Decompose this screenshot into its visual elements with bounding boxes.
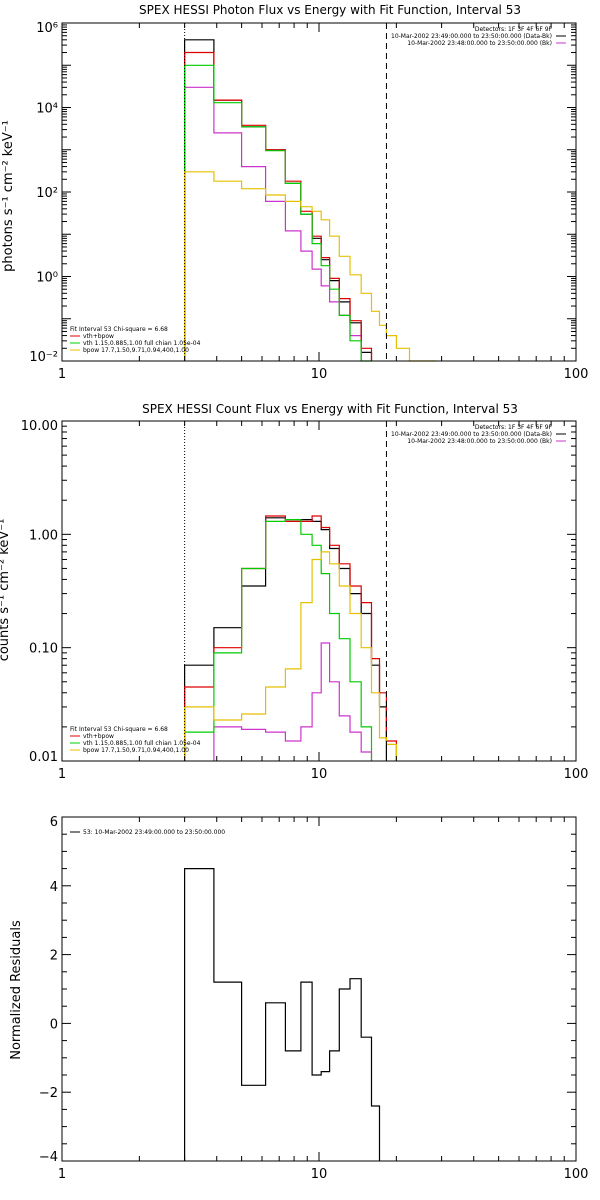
series-line-vth-bpow [184, 51, 373, 361]
series-line-vth-bpow [184, 515, 397, 761]
residuals-ylabel: Normalized Residuals [9, 920, 24, 1060]
legend-top-right-entry: 10-Mar-2002 23:49:00.000 to 23:50:00.000… [391, 33, 552, 40]
residuals-series [184, 868, 381, 1161]
y-tick-label: 0 [50, 1017, 58, 1032]
y-tick-label: 10⁰ [36, 271, 58, 286]
series-line-bk [184, 86, 362, 361]
legend-fit-entry: vth+bpow [83, 733, 114, 740]
residuals-axes-frame [61, 816, 577, 1162]
legend-fit-entry: bpow 17.7,1.50,9.71,0.94,400,1.00 [83, 347, 189, 354]
photon-flux-axes-frame [61, 22, 577, 362]
legend-fit-entry: bpow 17.7,1.50,9.71,0.94,400,1.00 [83, 747, 189, 754]
photon-flux-ylabel-group: photons s⁻¹ cm⁻² keV⁻¹ [1, 120, 16, 272]
x-tick-label: 10 [311, 1167, 328, 1182]
series-line-bk [213, 642, 373, 761]
count-flux-marks: 1 10 100 0.01 0.10 1.00 10.00 [21, 419, 589, 782]
x-tick-label: 100 [564, 367, 589, 382]
photon-flux-title: SPEX HESSI Photon Flux vs Energy with Fi… [139, 3, 521, 17]
y-tick-label: −4 [39, 1150, 58, 1165]
legend-top-right-entry: 10-Mar-2002 23:49:00.000 to 23:50:00.000… [391, 431, 552, 438]
count-flux-series [184, 515, 397, 761]
photon-flux-marks: 1 10 100 10⁻² 10⁰ 10² 10⁴ 10⁶ [29, 21, 588, 382]
x-tick-label: 1 [58, 767, 66, 782]
y-tick-label: −2 [39, 1086, 58, 1101]
x-tick-label: 100 [564, 767, 589, 782]
residuals-ylabel-group: Normalized Residuals [9, 920, 24, 1060]
legend-top-right-entry: Detectors: 1F 3F 4F 6F 9F [475, 424, 553, 431]
legend-fit-entry: vth 1.15,0.885,1.00 full chian 1.05e-04 [83, 740, 201, 747]
photon-flux-series [184, 39, 436, 362]
y-tick-label: 6 [50, 815, 58, 830]
x-tick-label: 1 [58, 1167, 66, 1182]
x-tick-label: 100 [564, 1167, 589, 1182]
count-flux-title: SPEX HESSI Count Flux vs Energy with Fit… [142, 402, 518, 416]
series-line-residuals [184, 868, 381, 1161]
series-line-bpow [184, 171, 436, 362]
y-tick-label: 4 [50, 880, 58, 895]
series-line-vth [184, 64, 372, 362]
legend-top-right-entry: 10-Mar-2002 23:48:00.000 to 23:50:00.000… [407, 438, 552, 445]
count-flux-panel: SPEX HESSI Count Flux vs Energy with Fit… [0, 402, 588, 782]
y-tick-label: 10⁶ [36, 21, 58, 36]
y-tick-label: 10² [36, 186, 58, 201]
y-tick-label: 0.10 [29, 642, 58, 657]
series-line-bpow [184, 551, 397, 761]
legend-fit-header: Fit Interval 53 Chi-square = 6.68 [70, 326, 168, 333]
residuals-panel: Normalized Residuals 1 10 100 −4 −2 0 2 4 6 53: … [9, 815, 588, 1182]
count-flux-ylabel: counts s⁻¹ cm⁻² keV⁻¹ [0, 519, 12, 662]
photon-flux-ylabel: photons s⁻¹ cm⁻² keV⁻¹ [1, 120, 16, 272]
legend-fit-entry: vth+bpow [83, 333, 114, 340]
legend-top-right-entry: 10-Mar-2002 23:48:00.000 to 23:50:00.000… [407, 40, 552, 47]
legend-top-right-entry: Detectors: 1F 3F 4F 6F 9F [475, 26, 553, 33]
residuals-marks: 1 10 100 −4 −2 0 2 4 6 [39, 815, 589, 1182]
x-tick-label: 1 [58, 367, 66, 382]
x-tick-label: 10 [311, 767, 328, 782]
count-flux-ylabel-group: counts s⁻¹ cm⁻² keV⁻¹ [0, 519, 12, 662]
residuals-legends: 53: 10-Mar-2002 23:49:00.000 to 23:50:00… [70, 829, 225, 836]
photon-flux-panel: SPEX HESSI Photon Flux vs Energy with Fi… [1, 3, 588, 382]
y-tick-label: 10⁴ [36, 102, 58, 117]
y-tick-label: 0.01 [29, 750, 58, 765]
y-tick-label: 1.00 [29, 528, 58, 543]
series-line-data-bk [184, 517, 387, 761]
legend-fit-entry: vth 1.15,0.885,1.00 full chian 1.05e-04 [83, 340, 201, 347]
legend-fit-header: Fit Interval 53 Chi-square = 6.68 [70, 726, 168, 733]
legend-residuals-entry: 53: 10-Mar-2002 23:49:00.000 to 23:50:00… [83, 829, 225, 836]
series-line-data-bk [184, 39, 373, 361]
y-tick-label: 10.00 [21, 419, 58, 434]
count-flux-axes-frame [61, 420, 577, 762]
series-line-vth [184, 519, 373, 761]
y-tick-label: 10⁻² [29, 350, 58, 365]
y-tick-label: 2 [50, 949, 58, 964]
x-tick-label: 10 [311, 367, 328, 382]
